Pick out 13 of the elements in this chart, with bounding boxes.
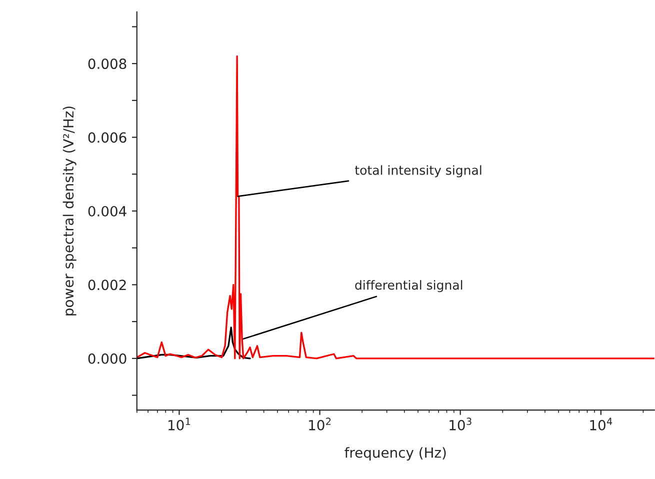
- x-tick-label: 10$^{3}$: [450, 418, 472, 430]
- annotation: total intensity signal: [355, 165, 482, 178]
- x-tick-label: 10$^{2}$: [309, 418, 331, 430]
- annotation: differential signal: [355, 280, 462, 292]
- x-tick-label: 10$^{1}$: [168, 418, 190, 430]
- y-tick-label: 0.008: [88, 58, 126, 70]
- y-axis-title: power spectral density (V²/Hz): [62, 106, 76, 316]
- y-tick-label: 0.006: [88, 132, 126, 143]
- y-tick-label: 0.004: [88, 206, 126, 216]
- y-tick-label: 0.002: [88, 280, 126, 290]
- x-tick-label: 10$^{4}$: [590, 418, 612, 430]
- y-tick-label: 0.000: [88, 353, 126, 364]
- x-axis-title: frequency (Hz): [344, 447, 446, 461]
